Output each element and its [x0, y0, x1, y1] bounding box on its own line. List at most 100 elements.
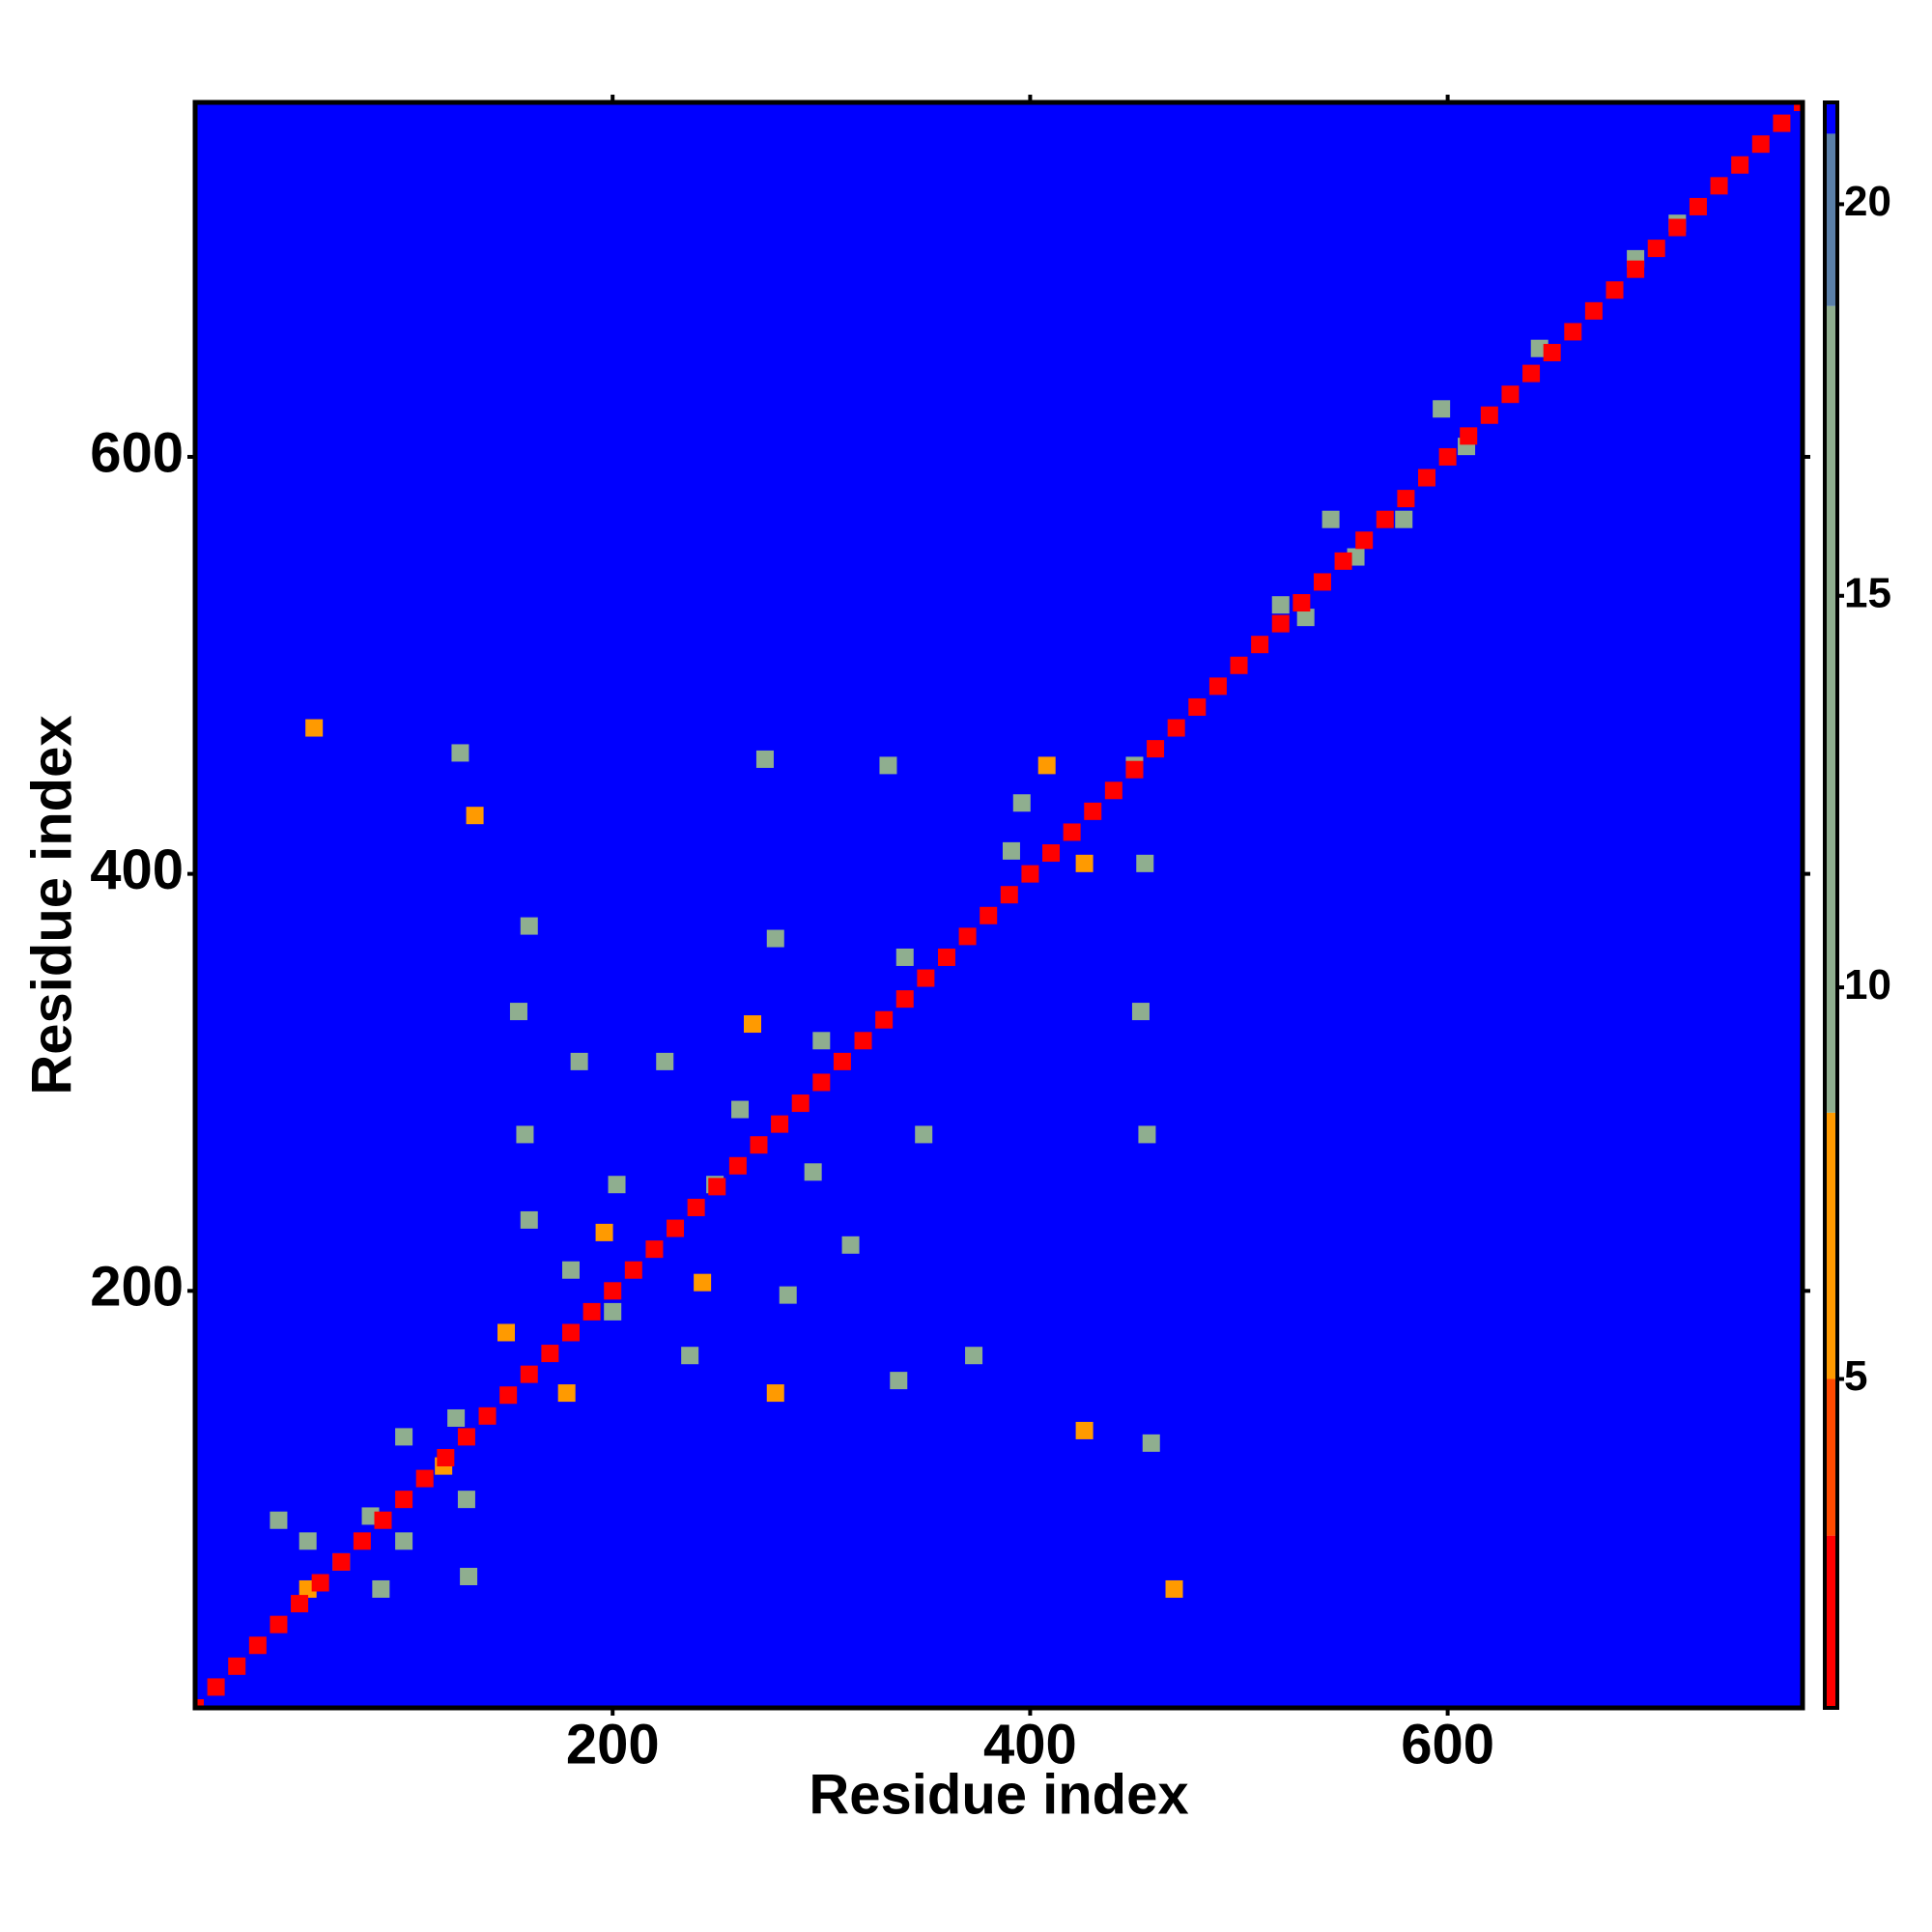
heatmap-cell	[656, 1052, 674, 1070]
x-tick-label: 400	[983, 1713, 1077, 1776]
heatmap-cell	[1147, 740, 1165, 758]
heatmap-cell	[1689, 197, 1707, 215]
heatmap-cell	[743, 1015, 761, 1034]
heatmap-cell	[895, 990, 914, 1009]
heatmap-cell	[1271, 614, 1290, 633]
heatmap-cell	[291, 1595, 309, 1613]
heatmap-cell	[1000, 886, 1018, 904]
heatmap-cell	[841, 1236, 860, 1254]
heatmap-cell	[499, 1386, 518, 1405]
heatmap-cell	[1376, 510, 1394, 528]
heatmap-cell	[1564, 323, 1582, 341]
heatmap-cell	[890, 1372, 908, 1390]
heatmap-cell	[1131, 1003, 1150, 1021]
heatmap-cell	[1296, 609, 1315, 627]
heatmap-cell	[1125, 760, 1144, 779]
heatmap-cell	[1460, 427, 1478, 445]
heatmap-cell	[1584, 301, 1603, 320]
heatmap-cell	[645, 1240, 664, 1259]
heatmap-cell	[879, 756, 897, 775]
heatmap-cell	[1433, 400, 1451, 418]
heatmap-cell	[1647, 240, 1665, 258]
colorbar-tick-label: 15	[1844, 569, 1891, 616]
heatmap-cell	[460, 1568, 478, 1586]
heatmap-cell	[750, 1136, 768, 1154]
heatmap-cell	[1438, 447, 1457, 466]
heatmap-cell	[516, 1125, 534, 1144]
heatmap-cell	[437, 1448, 455, 1466]
heatmap-cell	[207, 1678, 225, 1696]
heatmap-cell	[1138, 1125, 1156, 1144]
x-axis-title: Residue index	[809, 1763, 1188, 1826]
heatmap-cell	[457, 1491, 475, 1509]
heatmap-cell	[875, 1010, 894, 1029]
heatmap-cell	[687, 1198, 705, 1216]
heatmap-cell	[1668, 218, 1687, 237]
heatmap-cell	[915, 1125, 933, 1144]
heatmap-cell	[728, 1156, 747, 1175]
heatmap-cell	[447, 1408, 466, 1427]
heatmap-cell	[374, 1511, 392, 1529]
heatmap-cell	[1397, 490, 1415, 508]
heatmap-cell	[1271, 596, 1290, 614]
heatmap-cell	[1501, 385, 1520, 404]
x-tick-label: 200	[566, 1713, 660, 1776]
heatmap-cell	[766, 1384, 784, 1403]
heatmap-cell	[1313, 573, 1331, 591]
heatmap-cell	[561, 1261, 580, 1279]
heatmap-cell	[1418, 469, 1436, 487]
heatmap-cell	[1084, 802, 1102, 820]
heatmap-cell	[766, 929, 784, 948]
heatmap-cell	[1605, 281, 1624, 299]
heatmap-cell	[497, 1323, 515, 1342]
heatmap-cell	[372, 1579, 390, 1598]
heatmap-cell	[1075, 1421, 1094, 1439]
heatmap-cell	[228, 1657, 246, 1675]
heatmap-cell	[1167, 719, 1185, 737]
heatmap-cell	[681, 1347, 699, 1365]
heatmap-cell	[1037, 756, 1056, 775]
y-tick-label: 200	[90, 1256, 184, 1319]
heatmap-cell	[561, 1323, 580, 1342]
heatmap-cell	[311, 1574, 329, 1592]
heatmap-cell	[395, 1491, 413, 1509]
colorbar-frame	[1823, 100, 1839, 1710]
heatmap-cell	[917, 969, 935, 987]
heatmap-cell	[771, 1115, 789, 1133]
heatmap-cell	[1063, 823, 1081, 841]
heatmap-cell	[1334, 552, 1352, 570]
heatmap-cell	[708, 1178, 726, 1196]
heatmap-cell	[731, 1100, 750, 1119]
heatmap-cell	[1731, 156, 1749, 174]
heatmap-cell	[1710, 177, 1728, 195]
heatmap-cell	[791, 1094, 810, 1113]
y-tick-label: 600	[90, 421, 184, 484]
colorbar-band	[1825, 1112, 1837, 1379]
heatmap-cell	[1002, 841, 1020, 860]
heatmap-cell	[1293, 594, 1311, 612]
heatmap-cell	[270, 1615, 288, 1634]
heatmap-cell	[1142, 1434, 1160, 1452]
heatmap-cell	[1355, 531, 1374, 550]
heatmap-cell	[1480, 406, 1498, 424]
x-tick-label: 600	[1401, 1713, 1494, 1776]
heatmap-cell	[520, 1210, 538, 1229]
heatmap-cell	[833, 1052, 851, 1070]
heatmap-cell	[1012, 794, 1031, 812]
heatmap-cell	[608, 1176, 626, 1194]
heatmap-cell	[1794, 102, 1803, 111]
heatmap-cell	[667, 1219, 685, 1237]
heatmap-cell	[1136, 854, 1154, 872]
heatmap-cell	[604, 1282, 622, 1300]
heatmap-cell	[1751, 135, 1770, 154]
heatmap-cell	[595, 1223, 613, 1241]
heatmap-cell	[694, 1273, 712, 1292]
heatmap-cell	[520, 917, 538, 935]
colorbar-band	[1825, 133, 1837, 306]
heatmap-cell	[353, 1532, 371, 1550]
heatmap-cell	[415, 1469, 434, 1488]
colorbar-tick-label: 5	[1844, 1352, 1867, 1400]
heatmap-cell	[779, 1286, 797, 1304]
heatmap-cell	[1627, 260, 1645, 278]
